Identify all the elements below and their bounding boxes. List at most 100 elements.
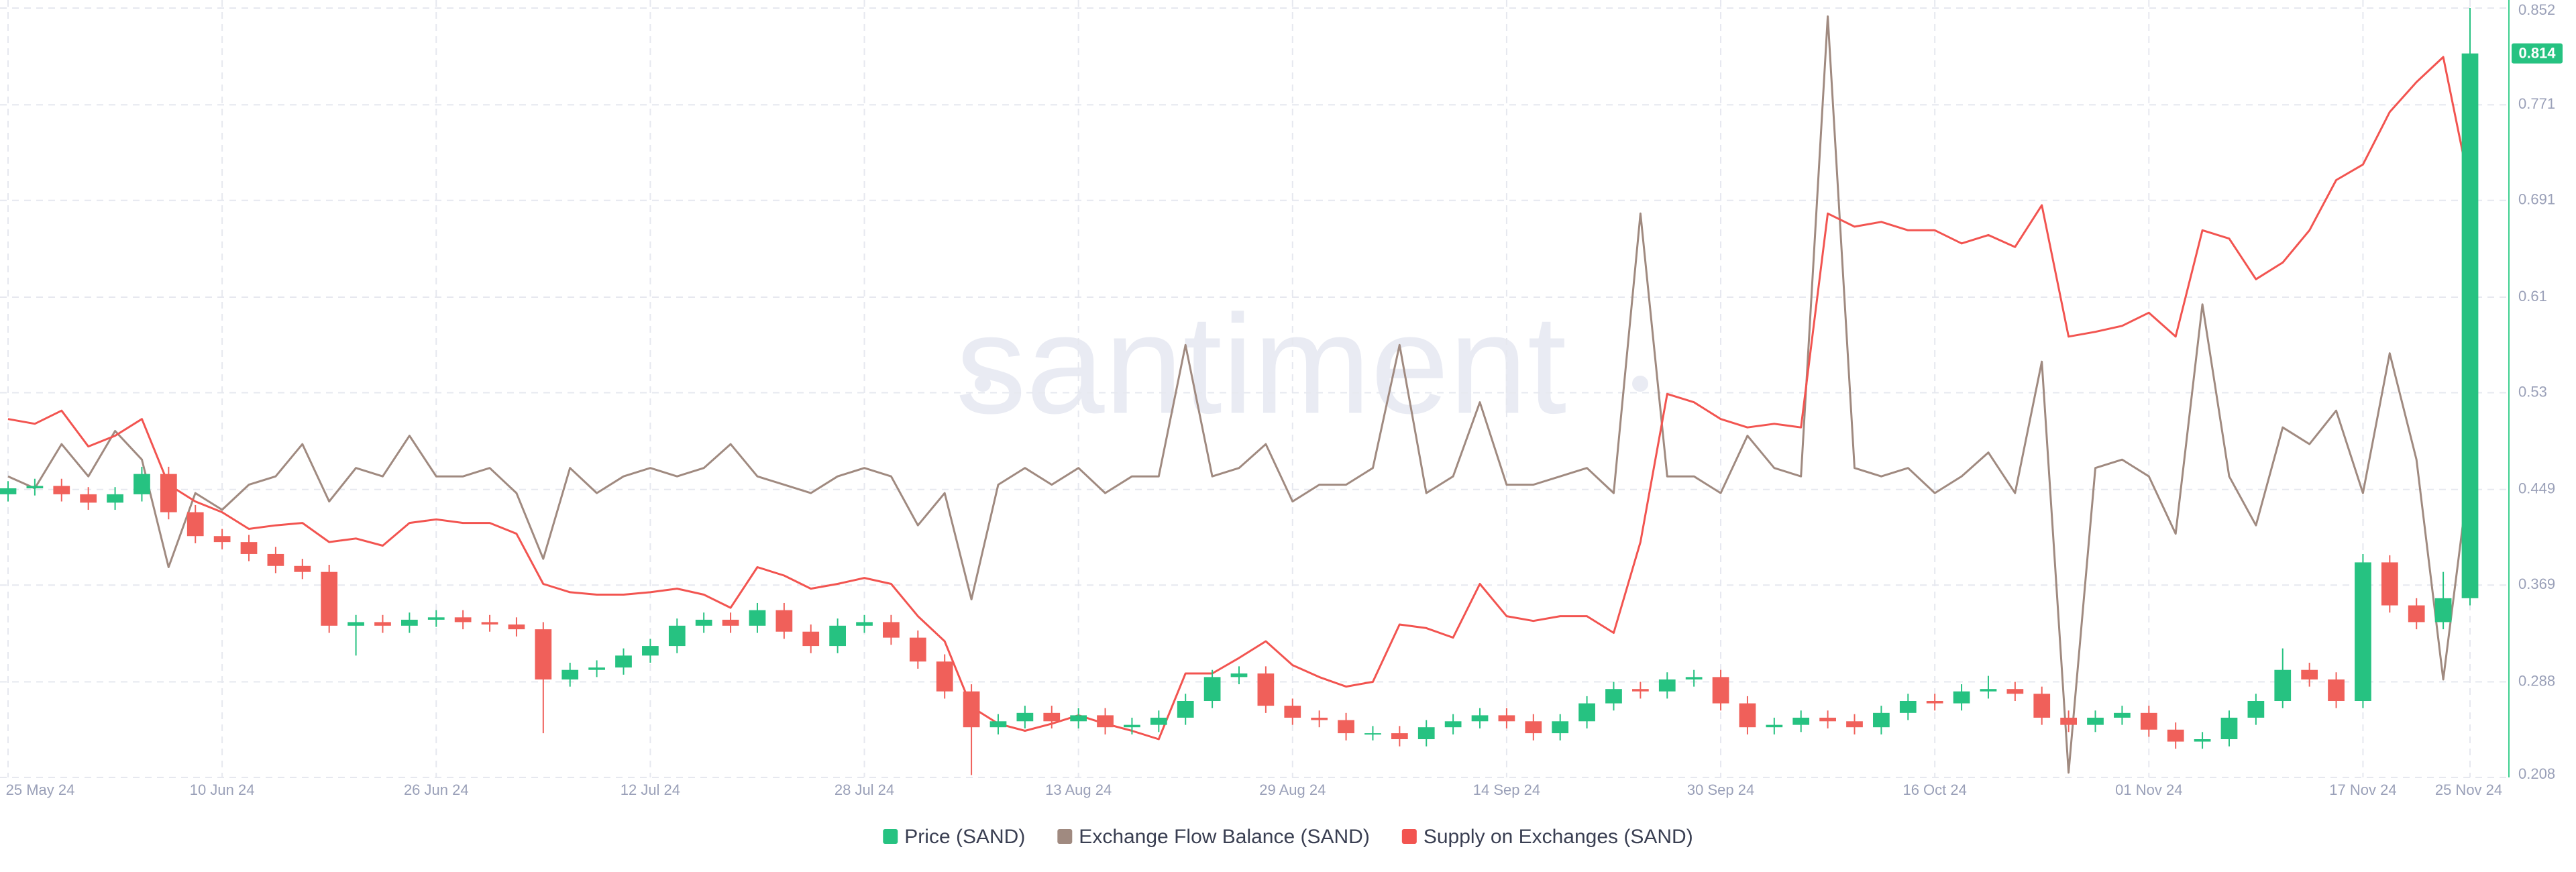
candle-body [2167,729,2184,742]
candle-body [481,622,498,625]
candle-body [240,542,258,554]
candle-body [1846,721,1863,728]
x-tick-label: 10 Jun 24 [190,781,255,798]
legend-swatch [883,829,898,844]
x-tick-label: 12 Jul 24 [621,781,680,798]
candle-body [213,536,231,543]
candle-body [2006,689,2024,694]
candle-body [1150,717,1167,725]
x-tick-label: 01 Nov 24 [2115,781,2182,798]
candle-body [321,571,338,626]
candle-body [347,622,364,626]
candle-body [133,474,150,494]
candle-body [1444,721,1462,728]
candle-body [1552,721,1569,734]
candle-body [1739,703,1756,728]
x-tick-label: 25 Nov 24 [2435,781,2502,798]
candle-body [294,565,311,572]
candle-body [2274,669,2292,702]
candle-body [2140,712,2157,730]
watermark-dot [975,376,991,392]
candle-body [1819,717,1836,722]
candle-body [1177,701,1194,718]
candle-body [2033,694,2051,718]
x-tick-label: 28 Jul 24 [835,781,894,798]
x-tick-label: 17 Nov 24 [2329,781,2396,798]
candle-body [267,553,284,566]
legend-label: Price (SAND) [904,826,1025,848]
line [7,56,2471,741]
candle-body [749,610,766,626]
candle-body [722,619,739,626]
candle-body [668,625,686,647]
candle-body [1043,712,1061,722]
y-tick-label: 0.691 [2518,191,2555,208]
y-tick-label: 0.53 [2518,383,2547,400]
y-tick-label: 0.852 [2518,1,2555,18]
watermark: santiment [956,285,1566,443]
x-tick-label: 26 Jun 24 [404,781,469,798]
y-tick-label: 0.369 [2518,576,2555,592]
candle-body [775,610,793,632]
candle-body [1230,673,1248,677]
candle-body [1685,677,1703,679]
candle-body [1471,715,1489,722]
candle-body [883,622,900,638]
candle-body [1578,703,1595,722]
x-tick-label: 29 Aug 24 [1259,781,1326,798]
candle-body [1364,733,1381,735]
candle-body [1417,727,1435,740]
candle-body [535,629,552,679]
candle-body [2194,739,2211,742]
candle-body [2087,717,2104,725]
candle-body [2114,712,2131,718]
candle-body [53,486,70,494]
candle-body [802,631,820,647]
candle-body [1926,701,1943,704]
last-price-tag [2512,43,2563,64]
candle-body [1766,724,1783,728]
candle-body [1792,717,1810,725]
candle-body [2381,562,2398,606]
candle-body [1070,715,1087,722]
candle-body [1124,724,1140,728]
legend-swatch [1401,829,1417,844]
candle-body [2247,701,2265,718]
candle-body [1873,712,1890,728]
candle-body [454,617,472,622]
candle-body [1658,679,1676,692]
candle-body [1016,712,1034,722]
candle-body [2301,669,2318,679]
y-tick-label: 0.771 [2518,95,2555,112]
candle-body [186,512,204,537]
y-tick-label: 0.288 [2518,672,2555,689]
candle-body [107,494,123,503]
legend-label: Supply on Exchanges (SAND) [1424,826,1693,848]
candle-body [1391,733,1408,740]
candle-body [1632,689,1649,692]
x-tick-label: 25 May 24 [6,781,75,798]
candle-body [1899,701,1917,713]
candle-body [427,617,445,620]
candle-body [374,622,391,626]
candle-body [80,494,97,503]
candle-body [642,646,659,656]
candle-body [615,655,632,668]
candle-body [936,661,953,692]
candle-body [1203,677,1221,702]
candle-body [989,721,1007,728]
candle-body [561,669,579,679]
candle-body [1097,715,1114,728]
candle-body [695,619,712,626]
x-tick-label: 14 Sep 24 [1473,781,1540,798]
candle-body [856,622,873,626]
candle-body [1284,706,1301,718]
candle-body [1257,673,1275,706]
candle-body [2408,605,2425,622]
candle-body [0,488,17,494]
candle-body [2220,717,2238,740]
x-tick-label: 13 Aug 24 [1045,781,1112,798]
line [7,15,2471,774]
